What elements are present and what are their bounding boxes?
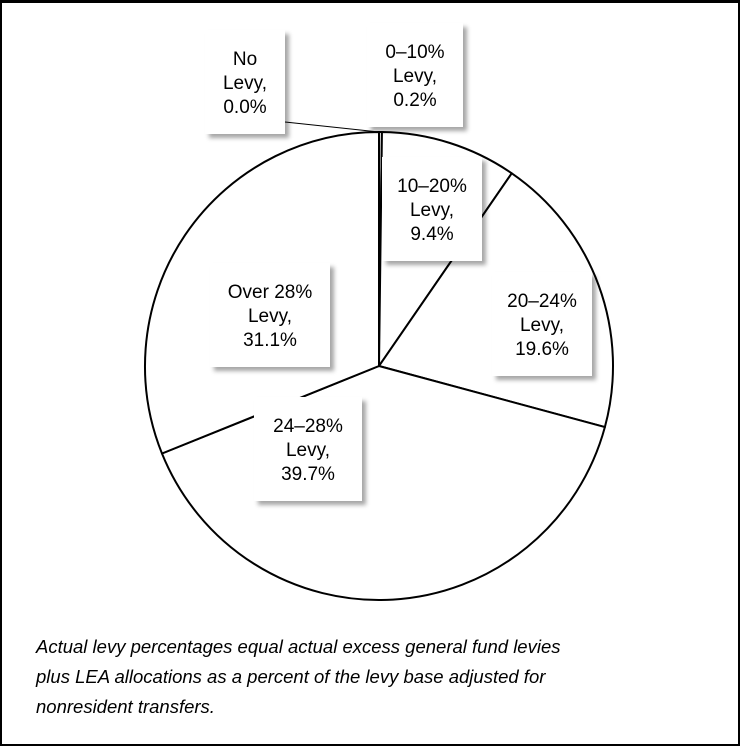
footnote-line: Actual levy percentages equal actual exc… (36, 636, 561, 657)
chart-footnote: Actual levy percentages equal actual exc… (36, 632, 716, 722)
slice-label-text: 39.7% (281, 464, 335, 485)
slice-label-text: 0.0% (223, 97, 266, 118)
pie-chart: No Levy, 0.0% 0–10% Levy, 0.2% 10–20% Levy, 9.4%… (144, 23, 614, 601)
slice-label: No Levy, 0.0% (205, 30, 285, 134)
label-box (367, 23, 463, 127)
slice-label: 10–20% Levy, 9.4% (382, 157, 482, 261)
slice-label: 24–28% Levy, 39.7% (254, 397, 362, 501)
top-rule (2, 0, 740, 3)
leader-lines (284, 121, 380, 133)
slice-label-text: Levy, (286, 440, 330, 461)
label-box (254, 397, 362, 501)
slice-label-text: Levy, (248, 306, 292, 327)
slice-label-text: No (233, 49, 257, 70)
slice-label-text: 20–24% (507, 291, 577, 312)
leader-line (284, 121, 380, 133)
slice-label-text: Over 28% (228, 282, 313, 303)
slice-label: Over 28% Levy, 31.1% (210, 263, 330, 367)
slice-label-text: 10–20% (397, 176, 467, 197)
slice-label-text: 0.2% (393, 90, 436, 111)
slice-label-text: Levy, (223, 73, 267, 94)
slice-label-text: 24–28% (273, 416, 343, 437)
slice-label-text: 9.4% (410, 224, 453, 245)
slice-labels: No Levy, 0.0% 0–10% Levy, 0.2% 10–20% Levy, 9.4%… (205, 23, 592, 501)
label-box (210, 263, 330, 367)
footnote-line: nonresident transfers. (36, 696, 215, 717)
footnote-line: plus LEA allocations as a percent of the… (36, 666, 546, 687)
label-box (492, 272, 592, 376)
label-box (382, 157, 482, 261)
slice-label: 0–10% Levy, 0.2% (367, 23, 463, 127)
slice-label-text: 19.6% (515, 339, 569, 360)
slice-label: 20–24% Levy, 19.6% (492, 272, 592, 376)
slice-label-text: 31.1% (243, 330, 297, 351)
slice-label-text: 0–10% (385, 42, 444, 63)
slice-label-text: Levy, (393, 66, 437, 87)
label-box (205, 30, 285, 134)
slice-label-text: Levy, (520, 315, 564, 336)
slice-label-text: Levy, (410, 200, 454, 221)
